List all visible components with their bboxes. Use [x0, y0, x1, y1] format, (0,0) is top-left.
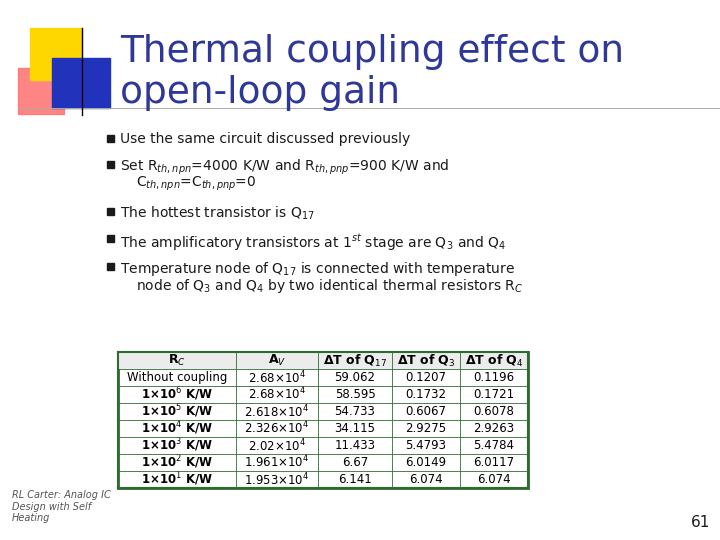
Text: 59.062: 59.062 [335, 371, 376, 384]
Text: 1×10$^3$ K/W: 1×10$^3$ K/W [141, 437, 213, 454]
Text: 1×10$^2$ K/W: 1×10$^2$ K/W [141, 454, 213, 471]
Text: The hottest transistor is Q$_{17}$: The hottest transistor is Q$_{17}$ [120, 205, 315, 222]
Text: 6.141: 6.141 [338, 473, 372, 486]
Bar [52, 58, 110, 108]
Text: 61: 61 [690, 515, 710, 530]
Text: 0.1207: 0.1207 [405, 371, 446, 384]
Bar [107, 208, 114, 215]
Text: 58.595: 58.595 [335, 388, 375, 401]
Text: 5.4784: 5.4784 [474, 439, 515, 452]
Bar [30, 28, 82, 80]
Text: 1×10$^4$ K/W: 1×10$^4$ K/W [141, 420, 213, 437]
Bar [118, 352, 528, 488]
Text: 5.4793: 5.4793 [405, 439, 446, 452]
Text: 0.6078: 0.6078 [474, 405, 514, 418]
Bar [118, 352, 528, 369]
Text: Set R$_{th,npn}$=4000 K/W and R$_{th,pnp}$=900 K/W and: Set R$_{th,npn}$=4000 K/W and R$_{th,pnp… [120, 158, 449, 177]
Text: ΔT of Q$_{17}$: ΔT of Q$_{17}$ [323, 353, 387, 368]
Text: 2.9275: 2.9275 [405, 422, 446, 435]
Text: R$_C$: R$_C$ [168, 353, 186, 368]
Text: 2.618×10$^4$: 2.618×10$^4$ [244, 403, 310, 420]
Text: 0.1721: 0.1721 [474, 388, 515, 401]
Text: 1.961×10$^4$: 1.961×10$^4$ [244, 454, 310, 471]
Text: Temperature node of Q$_{17}$ is connected with temperature: Temperature node of Q$_{17}$ is connecte… [120, 260, 516, 278]
Bar [107, 161, 114, 168]
Text: 2.68×10$^4$: 2.68×10$^4$ [248, 386, 306, 403]
Text: open-loop gain: open-loop gain [120, 75, 400, 111]
Text: ΔT of Q$_3$: ΔT of Q$_3$ [397, 353, 455, 368]
Text: node of Q$_3$ and Q$_4$ by two identical thermal resistors R$_C$: node of Q$_3$ and Q$_4$ by two identical… [136, 277, 523, 295]
Bar [107, 235, 114, 242]
Text: The amplificatory transistors at 1$^{st}$ stage are Q$_3$ and Q$_4$: The amplificatory transistors at 1$^{st}… [120, 232, 506, 253]
Text: 2.02×10$^4$: 2.02×10$^4$ [248, 437, 306, 454]
Text: 0.1732: 0.1732 [405, 388, 446, 401]
Text: 6.0149: 6.0149 [405, 456, 446, 469]
Text: 2.68×10$^4$: 2.68×10$^4$ [248, 369, 306, 386]
Text: RL Carter: Analog IC
Design with Self
Heating: RL Carter: Analog IC Design with Self He… [12, 490, 111, 523]
Text: Use the same circuit discussed previously: Use the same circuit discussed previousl… [120, 132, 410, 146]
Text: 0.1196: 0.1196 [474, 371, 515, 384]
Text: 6.074: 6.074 [477, 473, 510, 486]
Text: 1×10$^6$ K/W: 1×10$^6$ K/W [141, 386, 213, 403]
Bar [107, 135, 114, 142]
Text: 34.115: 34.115 [335, 422, 376, 435]
Text: 2.9263: 2.9263 [474, 422, 515, 435]
Text: C$_{th,npn}$=C$_{th,pnp}$=0: C$_{th,npn}$=C$_{th,pnp}$=0 [136, 175, 256, 193]
Text: Thermal coupling effect on: Thermal coupling effect on [120, 34, 624, 70]
Text: 6.074: 6.074 [409, 473, 443, 486]
Text: 6.67: 6.67 [342, 456, 368, 469]
Bar [107, 263, 114, 270]
Text: 1.953×10$^4$: 1.953×10$^4$ [244, 471, 310, 488]
Text: ΔT of Q$_4$: ΔT of Q$_4$ [464, 353, 523, 368]
Text: 11.433: 11.433 [335, 439, 376, 452]
Bar [18, 68, 64, 114]
Text: 2.326×10$^4$: 2.326×10$^4$ [244, 420, 310, 437]
Text: 0.6067: 0.6067 [405, 405, 446, 418]
Text: 1×10$^1$ K/W: 1×10$^1$ K/W [141, 471, 213, 488]
Text: 6.0117: 6.0117 [474, 456, 515, 469]
Text: 54.733: 54.733 [335, 405, 375, 418]
Text: A$_V$: A$_V$ [268, 353, 286, 368]
Text: Without coupling: Without coupling [127, 371, 228, 384]
Text: 1×10$^5$ K/W: 1×10$^5$ K/W [141, 403, 213, 420]
